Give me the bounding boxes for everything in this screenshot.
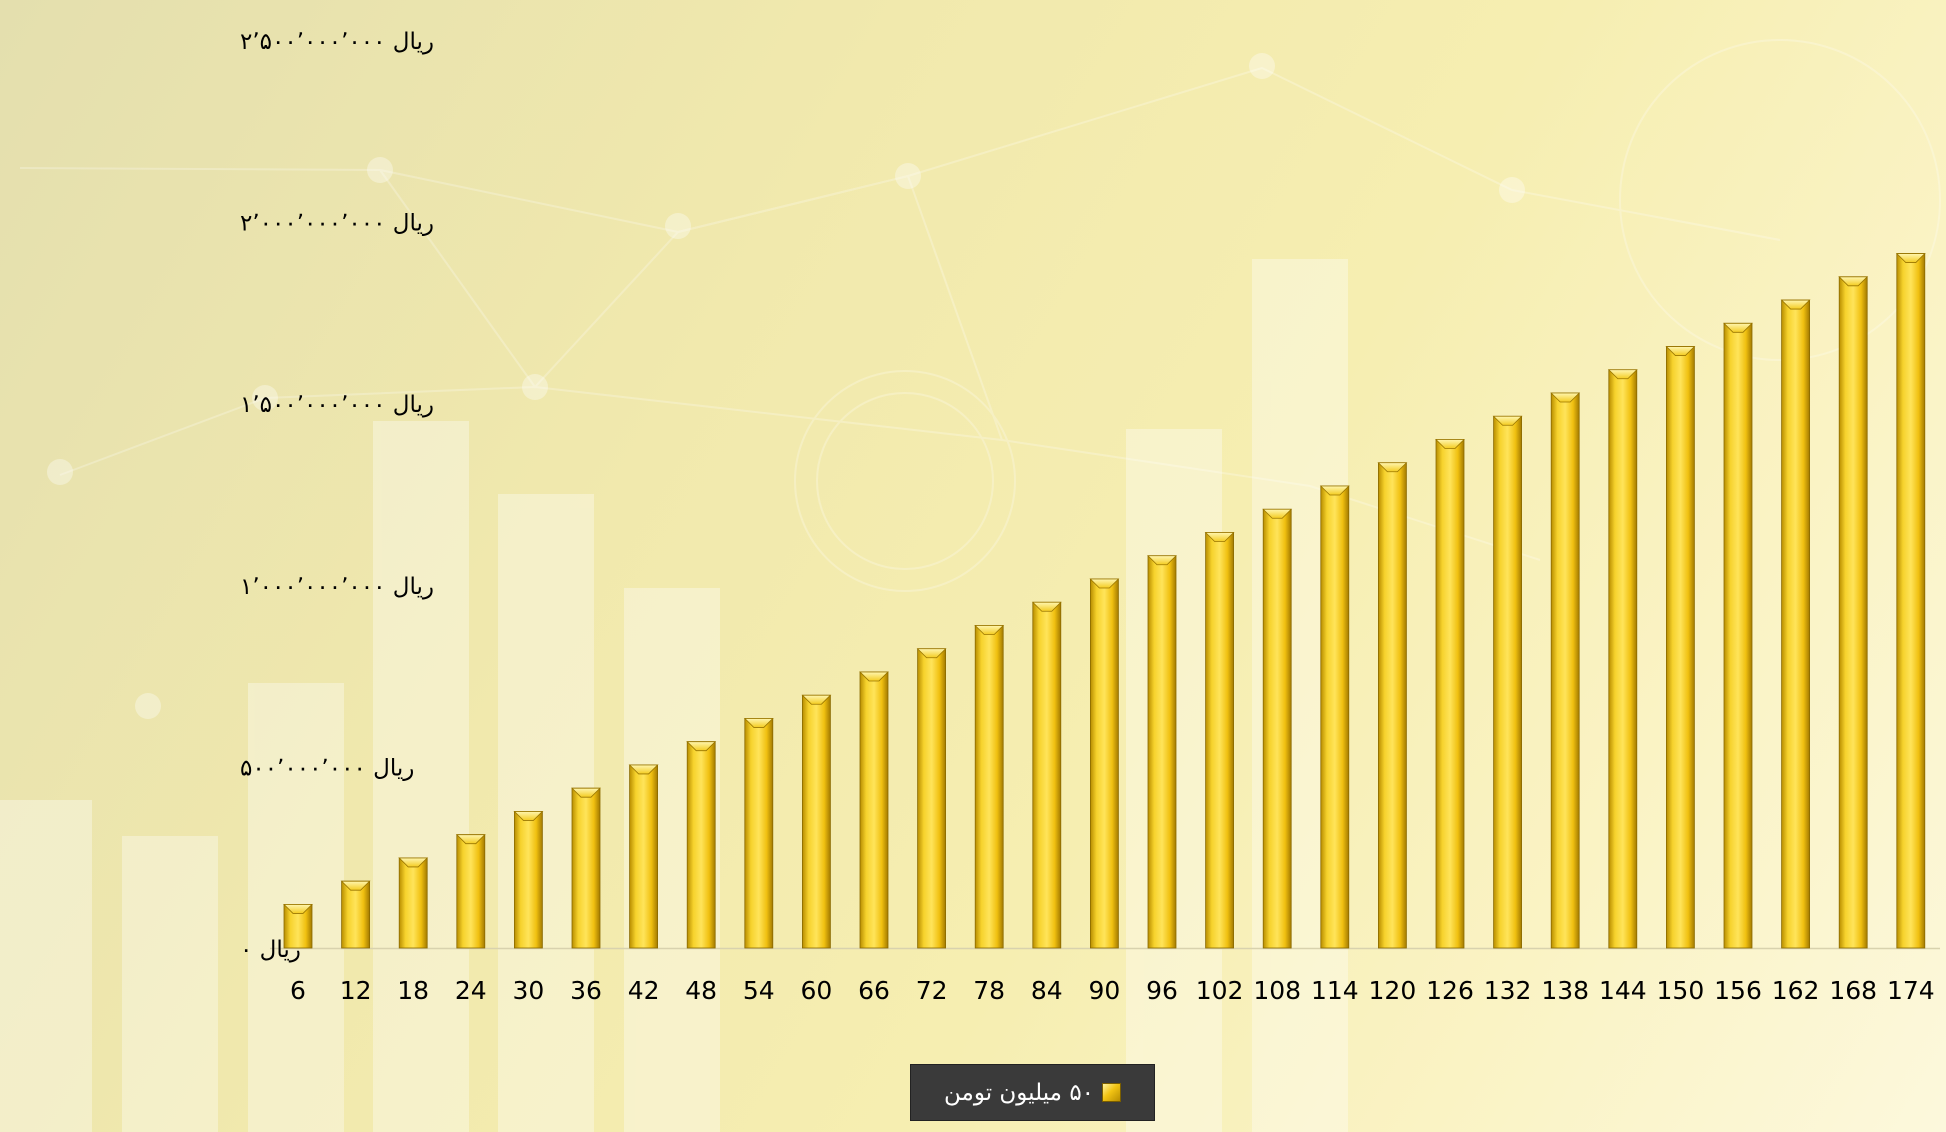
x-tick-label: 48 xyxy=(685,976,717,1005)
y-tick-label: ریال ۱٬۰۰۰٬۰۰۰٬۰۰۰ xyxy=(240,574,434,600)
bar xyxy=(743,718,774,949)
bar xyxy=(340,880,371,949)
x-tick-label: 138 xyxy=(1541,976,1589,1005)
x-tick-label: 108 xyxy=(1253,976,1301,1005)
bar xyxy=(1147,555,1177,949)
bar xyxy=(1665,346,1696,949)
bar xyxy=(1089,578,1120,949)
bar xyxy=(1838,276,1869,949)
bar xyxy=(1262,508,1293,949)
bar xyxy=(628,764,659,949)
bar xyxy=(1723,322,1753,949)
bar xyxy=(1319,485,1350,949)
bar xyxy=(859,671,889,949)
x-tick-label: 18 xyxy=(397,976,429,1005)
bar xyxy=(1895,253,1926,949)
bar xyxy=(974,625,1005,949)
x-tick-label: 6 xyxy=(290,976,306,1005)
x-tick-label: 102 xyxy=(1196,976,1244,1005)
x-tick-label: 30 xyxy=(512,976,544,1005)
bar xyxy=(398,857,429,949)
y-tick-label: ریال ۲٬۰۰۰٬۰۰۰٬۰۰۰ xyxy=(240,211,434,237)
x-tick-label: 36 xyxy=(570,976,602,1005)
bar xyxy=(1377,462,1408,949)
x-tick-label: 144 xyxy=(1599,976,1647,1005)
bar xyxy=(513,811,544,949)
x-tick-label: 78 xyxy=(973,976,1005,1005)
bar xyxy=(916,648,947,949)
x-tick-label: 120 xyxy=(1369,976,1417,1005)
x-tick-label: 168 xyxy=(1829,976,1877,1005)
y-tick-label: ریال ۱٬۵۰۰٬۰۰۰٬۰۰۰ xyxy=(240,392,434,418)
x-tick-label: 66 xyxy=(858,976,890,1005)
bar xyxy=(571,787,601,949)
x-tick-label: 162 xyxy=(1772,976,1820,1005)
legend: ۵۰ میلیون تومن xyxy=(910,1064,1155,1121)
bar xyxy=(1492,415,1523,949)
x-tick-label: 132 xyxy=(1484,976,1532,1005)
x-tick-label: 126 xyxy=(1426,976,1474,1005)
bar xyxy=(686,741,717,949)
bar xyxy=(1550,392,1581,949)
x-tick-label: 12 xyxy=(340,976,372,1005)
bar xyxy=(283,904,313,949)
x-tick-label: 150 xyxy=(1657,976,1705,1005)
x-tick-label: 90 xyxy=(1088,976,1120,1005)
x-tick-label: 174 xyxy=(1887,976,1935,1005)
x-tick-label: 24 xyxy=(455,976,487,1005)
x-tick-label: 156 xyxy=(1714,976,1762,1005)
x-tick-label: 42 xyxy=(628,976,660,1005)
bar xyxy=(455,834,486,949)
x-tick-label: 96 xyxy=(1146,976,1178,1005)
x-tick-label: 114 xyxy=(1311,976,1359,1005)
legend-swatch xyxy=(1102,1083,1122,1102)
bar xyxy=(1204,532,1235,949)
x-tick-label: 60 xyxy=(800,976,832,1005)
bar xyxy=(1607,369,1638,949)
x-tick-label: 84 xyxy=(1031,976,1063,1005)
x-tick-label: 72 xyxy=(916,976,948,1005)
y-tick-label: ریال ۲٬۵۰۰٬۰۰۰٬۰۰۰ xyxy=(240,29,434,55)
bar xyxy=(1435,439,1465,949)
bar xyxy=(801,694,832,949)
legend-label: ۵۰ میلیون تومن xyxy=(943,1079,1095,1106)
x-tick-label: 54 xyxy=(743,976,775,1005)
bar xyxy=(1031,601,1062,949)
y-tick-label: ریال ۵۰۰٬۰۰۰٬۰۰۰ xyxy=(240,755,414,781)
bar xyxy=(1780,299,1811,949)
